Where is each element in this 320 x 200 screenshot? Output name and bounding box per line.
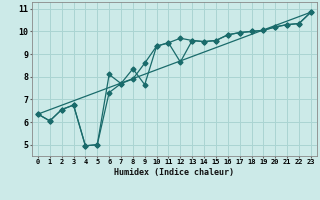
X-axis label: Humidex (Indice chaleur): Humidex (Indice chaleur) xyxy=(115,168,234,177)
